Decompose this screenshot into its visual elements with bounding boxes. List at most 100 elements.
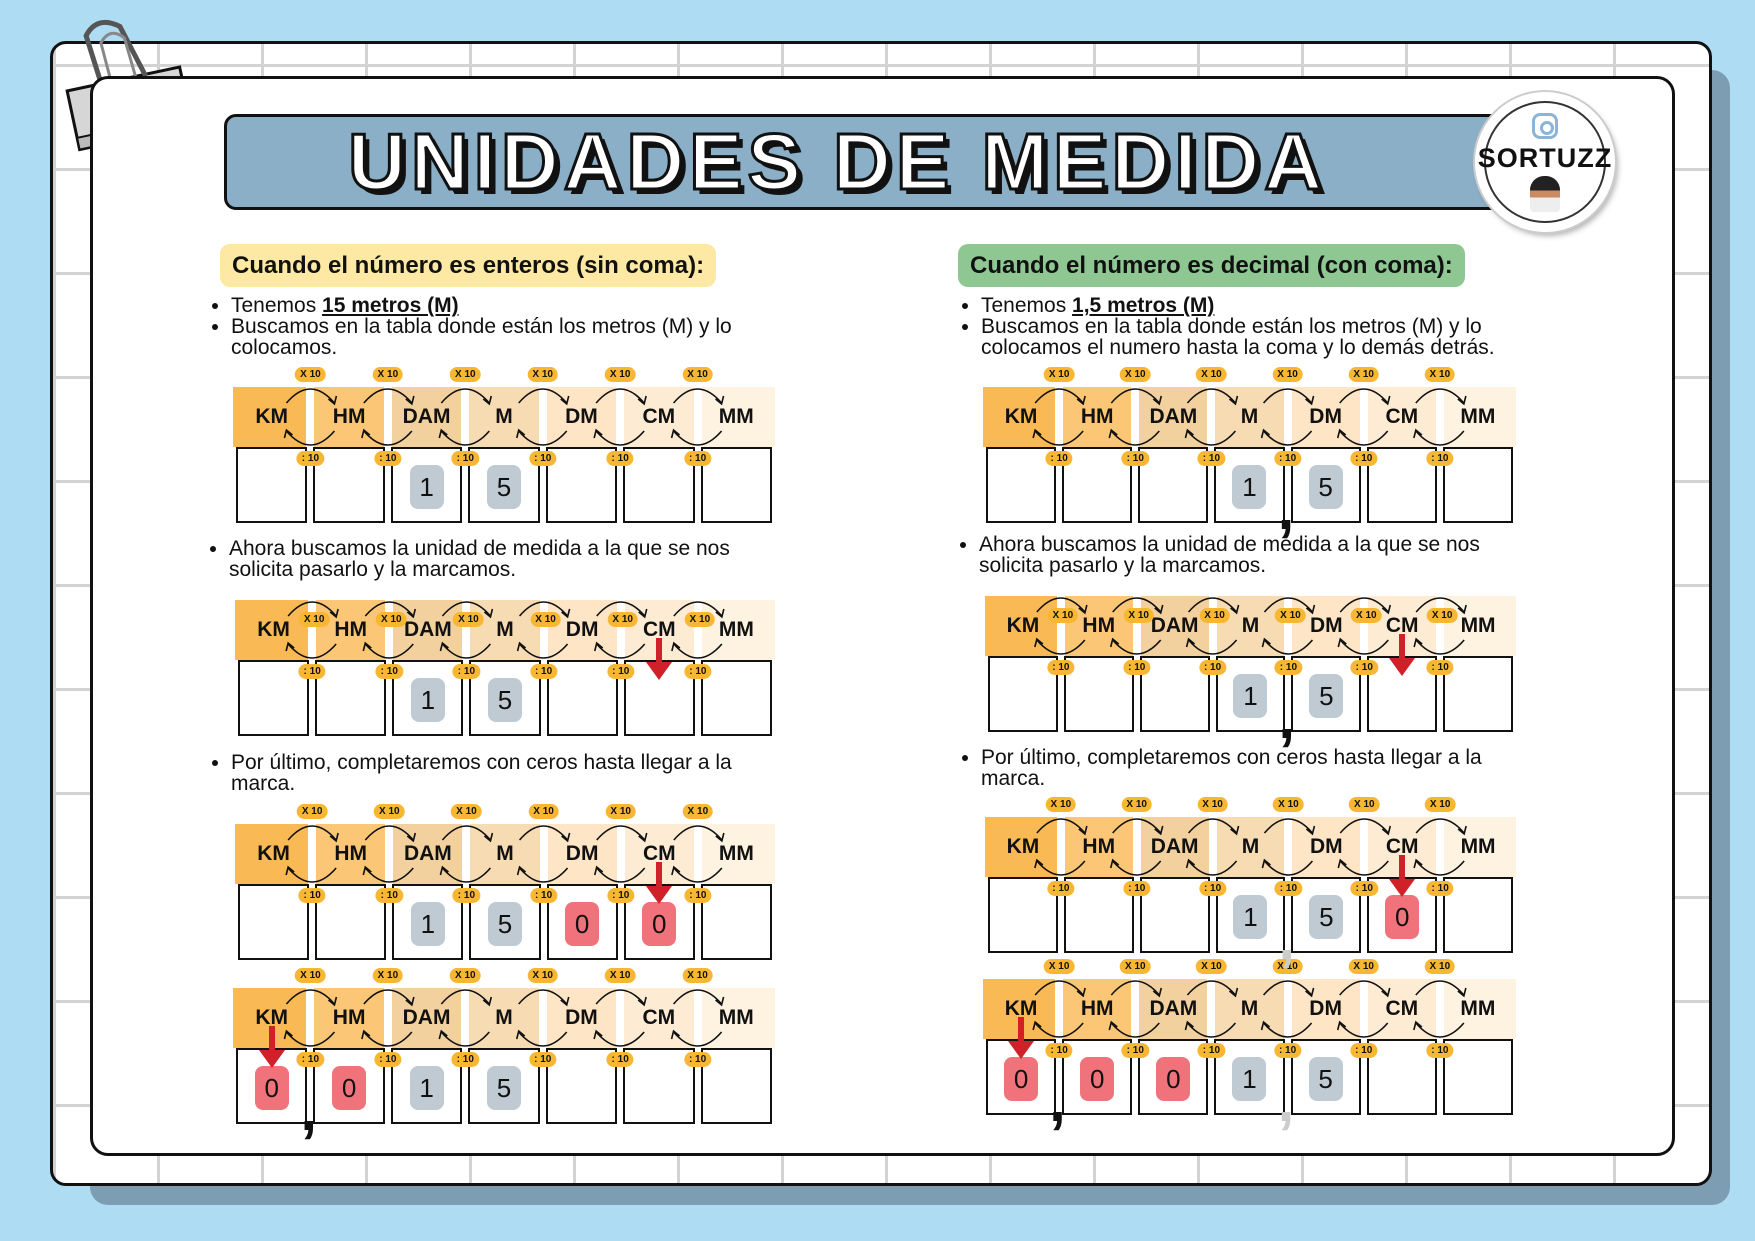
multiply-badge: X 10 xyxy=(298,612,330,627)
marker-arrow-icon xyxy=(1389,855,1416,902)
unit-cell-mm xyxy=(1442,1039,1513,1115)
divide-badge: : 10 xyxy=(1198,660,1227,675)
right-heading: Cuando el número es decimal (con coma): xyxy=(958,244,1465,287)
divide-badge: : 10 xyxy=(1426,451,1454,466)
column-separator xyxy=(616,387,625,447)
column-separator xyxy=(462,600,471,660)
multiply-badge: X 10 xyxy=(296,804,328,819)
unit-cell-hm xyxy=(315,884,387,960)
column-separator xyxy=(1208,817,1217,877)
column-separator xyxy=(1056,596,1065,656)
digit-chip: 5 xyxy=(1308,1057,1343,1101)
decimal-comma: , xyxy=(300,1076,318,1143)
multiply-badge: X 10 xyxy=(1043,959,1075,974)
marker-arrow-icon xyxy=(646,638,673,685)
divide-badge: : 10 xyxy=(529,888,558,903)
multiply-badge: X 10 xyxy=(372,968,404,983)
unit-cell-hm xyxy=(1063,877,1134,953)
column-separator xyxy=(539,824,548,884)
conversion-table: KM HM DAM M 1 DM 5 CM MM X 10: 10 X 10: 10 X 10: 10… xyxy=(985,596,1516,748)
column-separator xyxy=(383,988,392,1048)
unit-header-km: KM xyxy=(985,817,1061,877)
right-step2: Ahora buscamos la unidad de medida a la … xyxy=(953,534,1513,576)
unit-cell-hm xyxy=(1062,447,1133,523)
unit-header-dam: DAM xyxy=(1136,596,1213,656)
column-separator xyxy=(306,387,315,447)
multiply-badge: X 10 xyxy=(604,968,636,983)
divide-badge: : 10 xyxy=(1123,881,1151,896)
unit-cell-mm xyxy=(1442,447,1513,523)
column-separator xyxy=(1284,596,1293,656)
column-separator xyxy=(1208,596,1217,656)
avatar xyxy=(1530,175,1560,212)
multiply-badge: X 10 xyxy=(1272,959,1303,974)
unit-cell-km xyxy=(238,884,310,960)
multiply-badge: X 10 xyxy=(1273,797,1304,812)
unit-header-hm: HM xyxy=(312,600,390,660)
multiply-badge: X 10 xyxy=(1196,959,1227,974)
logo-text: SORTUZZ xyxy=(1477,142,1613,173)
unit-cell-mm xyxy=(700,1048,772,1124)
digit-chip: 0 xyxy=(332,1066,367,1110)
divide-badge: : 10 xyxy=(1121,451,1149,466)
digit-chip: 5 xyxy=(1309,674,1344,718)
column-separator xyxy=(1131,387,1140,447)
bullet-step2: Ahora buscamos la unidad de medida a la … xyxy=(229,538,769,580)
unit-header-dam: DAM xyxy=(387,988,466,1048)
left-heading: Cuando el número es enteros (sin coma): xyxy=(220,244,717,287)
unit-cell-cm xyxy=(623,447,695,523)
conversion-table: KM 0 HM 0 DAM 0 M 1 DM 5 CM MM X 10: 10 X 10: 10 X 10:… xyxy=(983,959,1516,1131)
multiply-badge: X 10 xyxy=(1119,959,1151,974)
unit-header-dm: DM xyxy=(1288,817,1365,877)
column-separator xyxy=(1284,817,1293,877)
column-separator xyxy=(1207,979,1216,1039)
multiply-badge: X 10 xyxy=(372,367,404,382)
divide-badge: : 10 xyxy=(529,1052,557,1067)
unit-cell-km xyxy=(238,660,310,736)
unit-header-hm: HM xyxy=(310,988,388,1048)
left-step2: Ahora buscamos la unidad de medida a la … xyxy=(203,538,763,580)
column-separator xyxy=(1435,387,1444,447)
unit-cell-cm xyxy=(1366,1039,1437,1115)
divide-badge: : 10 xyxy=(374,451,402,466)
digit-chip: 0 xyxy=(1004,1057,1039,1101)
bullet-given: Tenemos 1,5 metros (M) xyxy=(981,295,1515,316)
unit-cell-dm xyxy=(545,447,618,523)
unit-header-m: M xyxy=(1211,979,1288,1039)
unit-header-km: KM xyxy=(235,600,313,660)
unit-cell-dam xyxy=(1139,877,1210,953)
unit-cell-mm xyxy=(700,660,772,736)
unit-header-hm: HM xyxy=(1059,979,1136,1039)
column-separator xyxy=(693,387,702,447)
unit-cell-dam: 1 xyxy=(390,1048,463,1124)
unit-header-mm: MM xyxy=(1439,387,1516,447)
divide-badge: : 10 xyxy=(684,664,712,679)
unit-cell-m: 5 xyxy=(468,447,540,523)
faded-comma: , xyxy=(1278,905,1296,972)
multiply-badge: X 10 xyxy=(1199,608,1230,623)
digit-chip: 1 xyxy=(1233,674,1268,718)
multiply-badge: X 10 xyxy=(604,367,636,382)
unit-header-dam: DAM xyxy=(1136,817,1213,877)
unit-header-mm: MM xyxy=(697,600,775,660)
column-separator xyxy=(1132,596,1141,656)
conversion-table: KM HM DAM 1 M 5 DM CM MM X 10: 10 X 10: 10 X 10: 10… xyxy=(235,600,775,736)
bullet-step3: Por último, completaremos con ceros hast… xyxy=(231,752,771,794)
unit-cell-m: 1 xyxy=(1214,1039,1285,1115)
unit-cell-cm xyxy=(623,1048,695,1124)
unit-cell-km xyxy=(986,447,1057,523)
marker-arrow-icon xyxy=(1008,1017,1035,1064)
divide-badge: : 10 xyxy=(452,664,481,679)
unit-header-dm: DM xyxy=(1287,387,1364,447)
unit-cell-dm: 5 xyxy=(1291,656,1362,732)
unit-header-m: M xyxy=(466,824,544,884)
column-separator xyxy=(1435,979,1444,1039)
logo: SORTUZZ xyxy=(1475,92,1615,232)
multiply-badge: X 10 xyxy=(684,612,716,627)
bullet-step2: Ahora buscamos la unidad de medida a la … xyxy=(979,534,1519,576)
multiply-badge: X 10 xyxy=(527,367,558,382)
conversion-table: KM HM DAM M 1 DM 5 CM 0 MM X 10: 10 X 10: 10 X 10: 1… xyxy=(985,797,1516,969)
logo-ring xyxy=(1484,101,1606,223)
unit-header-km: KM xyxy=(235,824,313,884)
column-separator xyxy=(308,824,317,884)
